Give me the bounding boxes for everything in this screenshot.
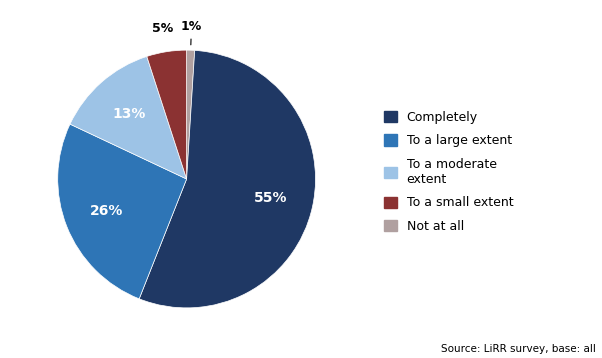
Legend: Completely, To a large extent, To a moderate
extent, To a small extent, Not at a: Completely, To a large extent, To a mode…: [384, 111, 513, 233]
Text: 1%: 1%: [181, 20, 202, 45]
Text: 26%: 26%: [90, 204, 123, 218]
Text: Source: LiRR survey, base: all: Source: LiRR survey, base: all: [441, 344, 596, 354]
Wedge shape: [58, 124, 187, 299]
Text: 13%: 13%: [113, 107, 146, 121]
Wedge shape: [139, 50, 315, 308]
Wedge shape: [70, 57, 187, 179]
Wedge shape: [187, 50, 194, 179]
Text: 5%: 5%: [152, 22, 173, 35]
Wedge shape: [147, 50, 187, 179]
Text: 55%: 55%: [254, 191, 288, 205]
